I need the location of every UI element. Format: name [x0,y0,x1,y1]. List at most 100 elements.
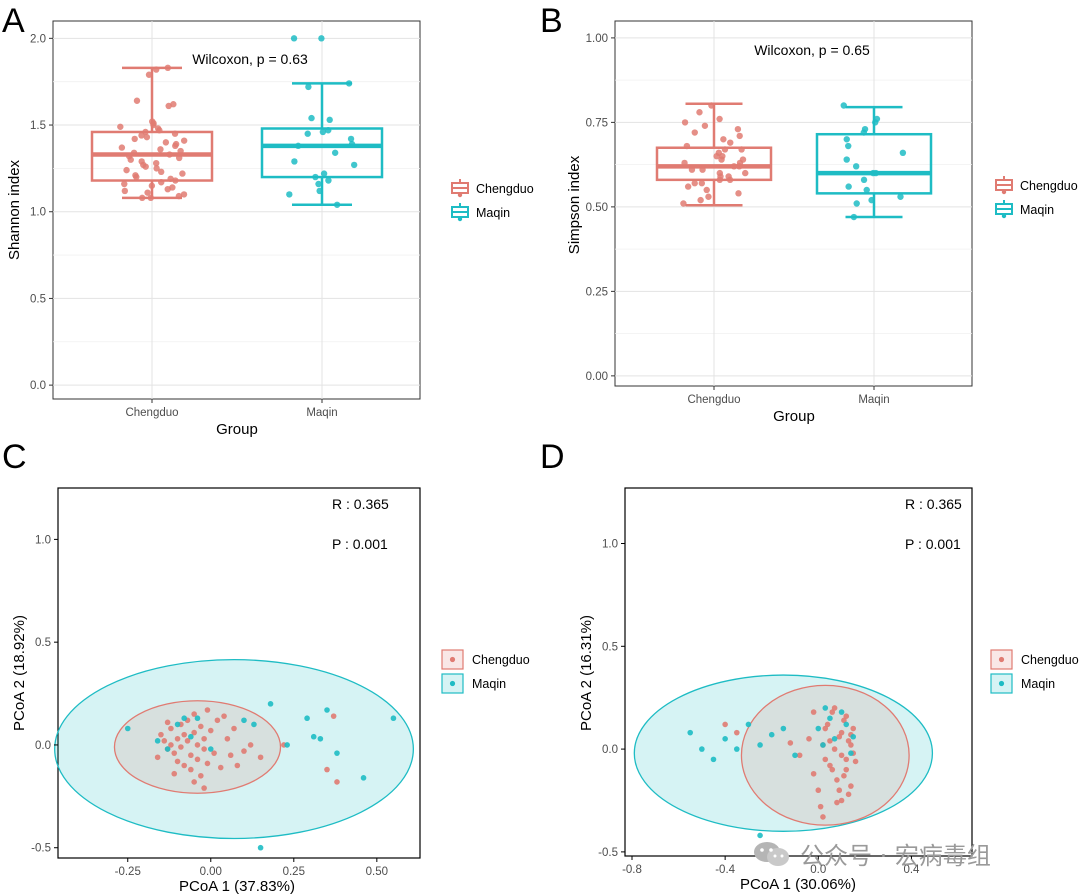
data-point [848,783,854,789]
data-point [848,750,854,757]
data-point [316,187,323,195]
data-point [727,139,734,146]
data-point [318,35,325,42]
y-axis-title: PCoA 2 (18.92%) [11,615,28,731]
data-point [153,66,160,73]
data-point [742,169,749,177]
legend-label: Chengduo [476,182,534,196]
x-tick-label: -0.8 [622,864,642,876]
data-point [843,756,850,763]
data-point [247,742,254,748]
data-point [691,180,698,187]
data-point [831,705,838,711]
data-point [850,213,858,221]
data-point [148,182,156,189]
data-point [688,166,696,173]
data-point [698,180,706,187]
data-point [863,186,870,194]
data-point [198,723,204,730]
y-tick-label: 0.5 [35,637,51,649]
data-point [834,799,840,806]
data-point [792,752,798,759]
data-point [687,729,694,736]
data-point [188,752,194,759]
data-point [164,746,171,752]
data-point [705,193,712,200]
data-point [207,727,214,734]
data-point [181,762,188,769]
data-point [191,779,197,785]
plot-frame [57,487,421,859]
data-point [171,750,178,756]
data-point [824,721,831,728]
data-point [757,742,763,748]
data-point [184,738,191,744]
legend-point-key [449,680,456,687]
data-point [286,191,293,198]
panel-letter-b: B [540,2,563,40]
legend-label: Chengduo [1020,179,1078,193]
data-point [730,163,738,170]
data-point [325,127,332,134]
data-point [131,135,138,143]
wechat-icon [754,841,789,866]
data-point [716,176,723,184]
data-point [806,736,812,742]
data-point [324,707,330,713]
data-point [733,729,740,736]
data-point [710,756,717,763]
data-point [194,756,201,763]
data-point [315,180,322,188]
data-point [848,742,854,748]
data-point [214,717,221,724]
data-point [831,746,838,752]
data-point [822,705,829,711]
data-point [840,102,847,109]
data-point [696,109,703,116]
x-axis-title: Group [216,421,258,438]
legend-label: Chengduo [472,653,530,667]
confidence-ellipse-chengduo [740,684,910,826]
data-point [191,711,197,717]
data-point [720,136,727,143]
y-tick-label: 0.0 [602,744,618,756]
data-point [133,97,141,104]
data-point [138,132,145,139]
data-point [180,137,188,144]
data-point [829,709,836,715]
data-point [836,733,843,740]
data-point [204,760,211,767]
data-point [738,146,745,153]
y-tick-label: 1.5 [30,120,46,132]
legend-label: Maqin [1020,203,1054,217]
y-axis-title: PCoA 2 (16.31%) [578,615,595,731]
data-point [787,740,794,746]
data-point [852,163,860,170]
y-tick-label: -0.5 [598,847,618,859]
data-point [118,144,126,151]
data-point [319,128,327,136]
data-point [168,725,174,732]
panel-letter-c: C [2,438,27,476]
data-point [144,189,151,196]
data-point [838,752,845,759]
data-point [683,142,691,150]
legend-label: Maqin [472,677,506,691]
data-point [224,735,231,742]
data-point [153,159,160,167]
data-point [153,165,160,172]
y-axis-title: Simpson index [566,155,583,254]
data-point [198,772,204,779]
x-tick-label: Maqin [858,394,889,406]
data-point [312,173,319,181]
data-point [257,754,264,761]
data-point [684,183,692,190]
data-point [194,715,201,722]
data-point [325,177,332,184]
data-point [699,166,706,173]
x-tick-label: 0.4 [903,864,920,876]
data-point [304,130,311,137]
data-point [158,168,165,176]
data-point [841,717,847,724]
